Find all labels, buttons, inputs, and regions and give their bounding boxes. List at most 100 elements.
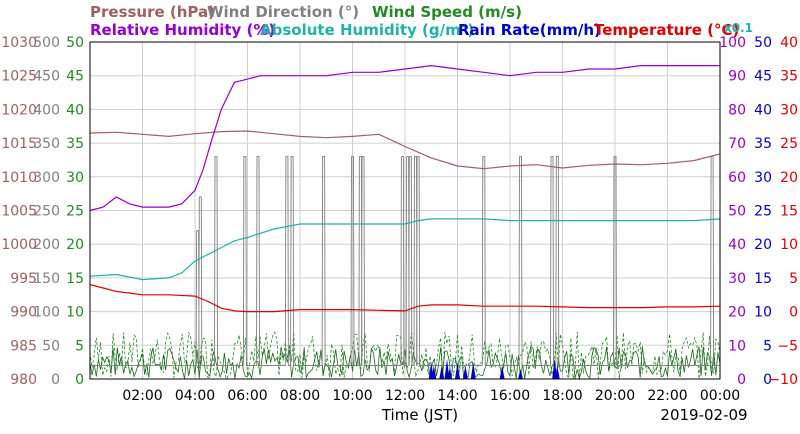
y-tick-label-temperature: 25 [780, 136, 798, 152]
y-tick-label-temperature: 20 [780, 170, 798, 186]
y-tick-label-wind-direction: 50 [42, 338, 60, 354]
y-tick-label-wind-speed: 25 [66, 204, 84, 220]
y-tick-label-wind-direction: 300 [33, 170, 60, 186]
x-axis-label: Time (JST) [381, 406, 458, 424]
y-tick-label-wind-speed: 0 [75, 372, 84, 388]
legend-rain-rate: Rain Rate(mm/h) [458, 21, 601, 39]
y-tick-label-rain-rate: 30 [754, 170, 772, 186]
y-tick-label-temperature: 35 [780, 69, 798, 85]
absolute-humidity-line [89, 218, 721, 281]
grid-lines [90, 42, 720, 379]
y-tick-label-pressure: 1015 [1, 136, 37, 152]
y-tick-label-wind-speed: 35 [66, 136, 84, 152]
y-tick-label-humidity: 0 [737, 372, 746, 388]
y-tick-label-pressure: 1020 [1, 102, 37, 118]
data-series [89, 64, 721, 381]
y-tick-label-pressure: 1000 [1, 237, 37, 253]
y-tick-label-rain-rate: 15 [754, 271, 772, 287]
y-tick-label-rain-rate: 5 [763, 338, 772, 354]
y-tick-label-wind-direction: 500 [33, 35, 60, 51]
rain-rate-mark [554, 365, 560, 379]
y-tick-label-pressure: 1025 [1, 69, 37, 85]
y-tick-label-wind-direction: 150 [33, 271, 60, 287]
y-tick-label-wind-speed: 40 [66, 102, 84, 118]
y-tick-label-temperature: 10 [780, 237, 798, 253]
legend-pressure: Pressure (hPa) [90, 3, 215, 21]
y-tick-label-rain-rate: 50 [754, 35, 772, 51]
x-tick-label: 12:00 [385, 388, 425, 404]
temperature-line [89, 284, 721, 313]
y-tick-label-temperature: 30 [780, 102, 798, 118]
rain-rate-mark [431, 365, 437, 379]
y-tick-label-rain-rate: 25 [754, 204, 772, 220]
y-tick-label-wind-speed: 15 [66, 271, 84, 287]
y-tick-label-wind-speed: 5 [75, 338, 84, 354]
x-tick-label: 06:00 [227, 388, 267, 404]
legend-unit-note: x0.1 [724, 21, 753, 35]
y-tick-label-rain-rate: 35 [754, 136, 772, 152]
y-tick-label-temperature: 0 [789, 305, 798, 321]
rain-rate-mark [470, 362, 476, 379]
legend-relative-humidity: Relative Humidity (%) [90, 21, 275, 39]
y-tick-label-humidity: 40 [728, 237, 746, 253]
rain-rate-mark [439, 365, 445, 379]
axis-tick-labels: 9809859909951000100510101015102010251030… [1, 35, 798, 404]
y-tick-label-wind-direction: 400 [33, 102, 60, 118]
chart-legend: Pressure (hPa) Wind Direction (°) Wind S… [90, 3, 753, 39]
y-tick-label-humidity: 60 [728, 170, 746, 186]
y-tick-label-pressure: 1010 [1, 170, 37, 186]
x-tick-label: 14:00 [437, 388, 477, 404]
y-tick-label-wind-speed: 30 [66, 170, 84, 186]
y-tick-label-rain-rate: 45 [754, 69, 772, 85]
x-tick-label: 08:00 [280, 388, 320, 404]
y-tick-label-humidity: 100 [719, 35, 746, 51]
y-tick-label-pressure: 985 [10, 338, 37, 354]
legend-absolute-humidity: Absolute Humidity (g/m³) [260, 21, 474, 39]
y-tick-label-pressure: 995 [10, 271, 37, 287]
x-tick-label: 22:00 [647, 388, 687, 404]
y-tick-label-humidity: 30 [728, 271, 746, 287]
y-tick-label-pressure: 1005 [1, 204, 37, 220]
y-tick-label-humidity: 50 [728, 204, 746, 220]
y-tick-label-rain-rate: 0 [763, 372, 772, 388]
y-tick-label-wind-direction: 350 [33, 136, 60, 152]
legend-wind-direction: Wind Direction (°) [207, 3, 359, 21]
y-tick-label-rain-rate: 10 [754, 305, 772, 321]
x-tick-label: 04:00 [175, 388, 215, 404]
x-tick-label: 18:00 [542, 388, 582, 404]
y-tick-label-humidity: 80 [728, 102, 746, 118]
y-tick-label-temperature: 40 [780, 35, 798, 51]
y-tick-label-pressure: 990 [10, 305, 37, 321]
y-tick-label-pressure: 980 [10, 372, 37, 388]
y-tick-label-wind-direction: 0 [51, 372, 60, 388]
y-tick-label-humidity: 90 [728, 69, 746, 85]
y-tick-label-temperature: −5 [777, 338, 798, 354]
x-tick-label: 00:00 [700, 388, 740, 404]
y-tick-label-wind-direction: 200 [33, 237, 60, 253]
x-tick-label: 20:00 [595, 388, 635, 404]
legend-wind-speed: Wind Speed (m/s) [372, 3, 522, 21]
x-tick-label: 02:00 [122, 388, 162, 404]
y-tick-label-humidity: 70 [728, 136, 746, 152]
y-tick-label-temperature: 5 [789, 271, 798, 287]
y-tick-label-wind-speed: 50 [66, 35, 84, 51]
rain-rate-mark [455, 362, 460, 379]
x-tick-label: 10:00 [332, 388, 372, 404]
plot-frame [89, 41, 721, 380]
rain-rate-mark [518, 368, 523, 379]
rain-rate-mark [499, 365, 505, 379]
relative-humidity-line [89, 64, 720, 212]
y-tick-label-temperature: 15 [780, 204, 798, 220]
y-tick-label-pressure: 1030 [1, 35, 37, 51]
y-tick-label-wind-direction: 100 [33, 305, 60, 321]
y-tick-label-rain-rate: 40 [754, 102, 772, 118]
wind-speed-line [89, 346, 721, 381]
date-label: 2019-02-09 [660, 406, 747, 424]
y-tick-label-humidity: 20 [728, 305, 746, 321]
rain-rate-mark [462, 365, 468, 379]
y-tick-label-wind-direction: 250 [33, 204, 60, 220]
y-tick-label-wind-speed: 45 [66, 69, 84, 85]
y-tick-label-wind-speed: 20 [66, 237, 84, 253]
legend-temperature: Temperature (°C) [594, 21, 739, 39]
